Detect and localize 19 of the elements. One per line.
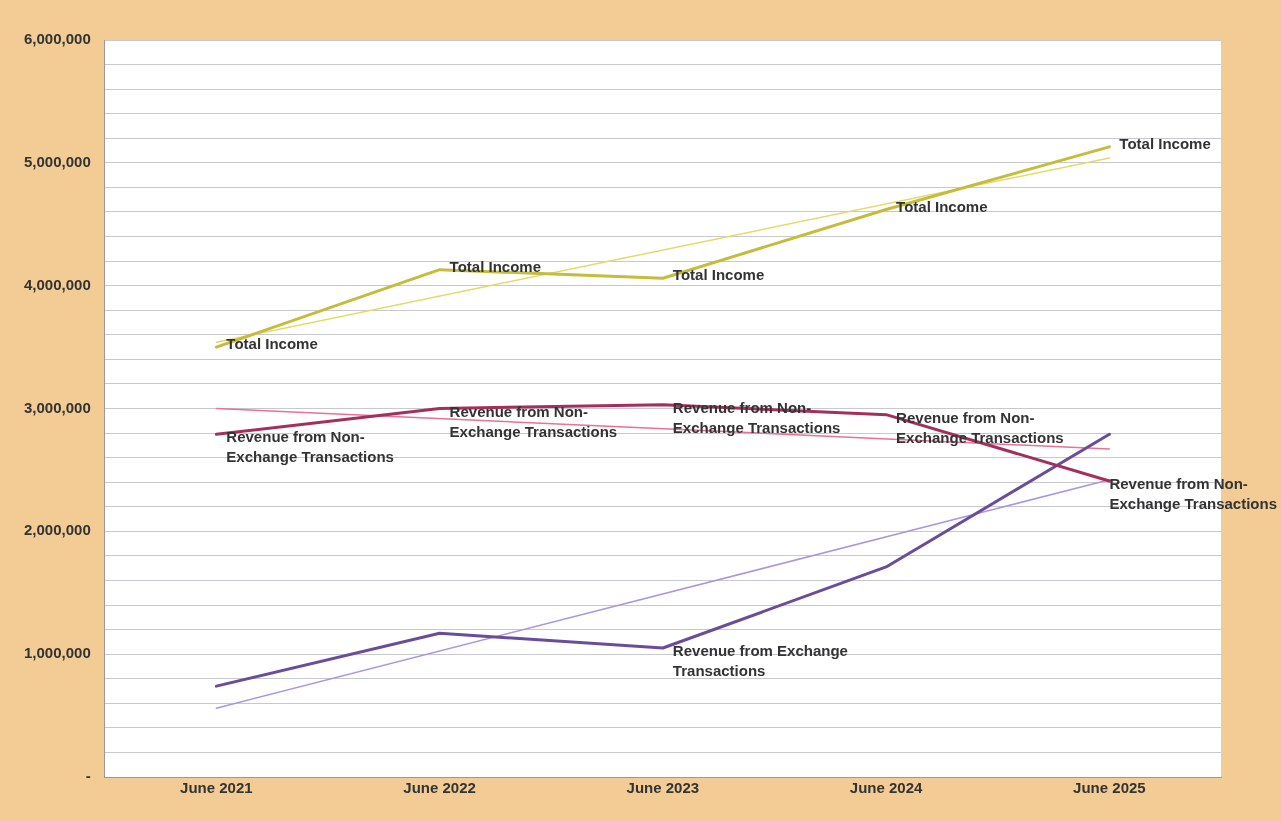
annotation: Revenue from Exchange Transactions — [672, 642, 848, 680]
y-tick-label: 3,000,000 — [24, 398, 91, 416]
y-tick-label: 5,000,000 — [24, 152, 91, 170]
annotation: Total Income — [672, 266, 765, 284]
annotation: Total Income — [1119, 135, 1211, 153]
y-tick-label: 1,000,000 — [24, 644, 91, 662]
x-tick-label: June 2025 — [1073, 779, 1146, 797]
y-tick-label: - — [85, 767, 91, 785]
annotation: Total Income — [896, 197, 988, 215]
x-tick-label: June 2024 — [849, 779, 924, 797]
x-tick-label: June 2023 — [626, 779, 700, 797]
y-tick-label: 4,000,000 — [24, 275, 91, 293]
annotation: Revenue from Non-Exchange Transactions — [1109, 475, 1278, 513]
y-tick-label: 6,000,000 — [24, 30, 91, 48]
annotation: Total Income — [226, 335, 318, 353]
y-tick-label: 2,000,000 — [24, 521, 91, 539]
x-tick-label: June 2022 — [403, 779, 476, 797]
annotation: Revenue from Non-Exchange Transactions — [226, 428, 394, 466]
x-tick-label: June 2021 — [180, 779, 253, 797]
